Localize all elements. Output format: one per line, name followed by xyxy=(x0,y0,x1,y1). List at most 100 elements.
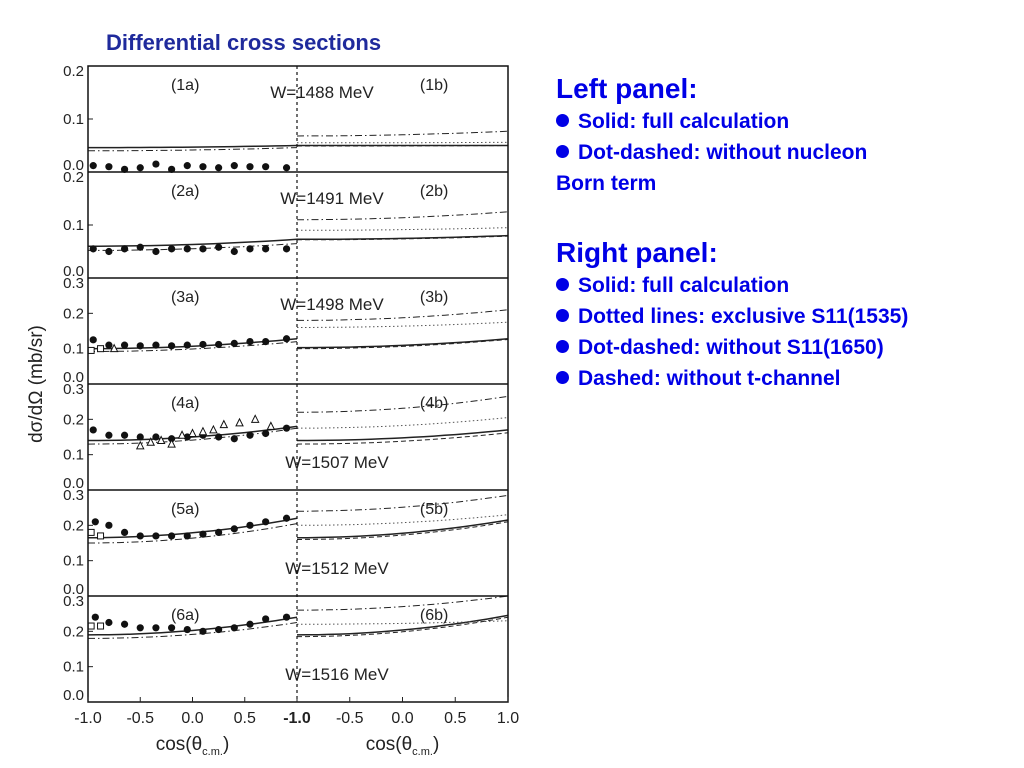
bullet-icon xyxy=(556,145,569,158)
data-point-filled xyxy=(230,624,238,632)
data-point-filled xyxy=(199,163,207,171)
right-dotted-curve xyxy=(297,141,509,144)
cross-section-figure: 0.0 0.1 0.2 (1a) (1b) W=1488 MeV 0.0 0.1 0.2 (2a)… xyxy=(26,63,519,758)
legend-item-left-solid: Solid: full calculation xyxy=(556,106,867,137)
data-point-filled xyxy=(246,521,254,529)
panel-label-a: (4a) xyxy=(171,395,199,412)
panel-label-a: (1a) xyxy=(171,77,199,94)
legend-item-label: Dotted lines: exclusive S11(1535) xyxy=(578,305,909,328)
y-tick-label: 0.2 xyxy=(63,411,84,428)
plot-frame xyxy=(87,65,509,703)
right-dashdot-curve xyxy=(296,130,509,137)
data-point-filled xyxy=(105,521,113,529)
y-tick-label: 0.2 xyxy=(63,305,84,322)
data-point-filled xyxy=(152,433,160,441)
data-point-open-triangle xyxy=(109,343,119,353)
data-point-open-triangle xyxy=(177,430,187,439)
right-dotted-curve xyxy=(297,321,509,328)
panel-label-a: (3a) xyxy=(171,289,199,306)
right-solid-curve xyxy=(297,429,509,442)
data-point-filled xyxy=(168,165,176,173)
y-tick-label: 0.1 xyxy=(63,111,84,128)
legend-item-label: Dashed: without t-channel xyxy=(578,367,841,390)
data-point-filled xyxy=(282,613,291,621)
legend-item-label: Dot-dashed: without nucleon xyxy=(578,141,868,164)
data-point-filled xyxy=(262,615,270,623)
data-point-filled xyxy=(246,431,254,439)
data-point-filled xyxy=(215,625,223,634)
x-tick-label-left: 0.0 xyxy=(181,710,203,727)
legend-item-left-dashdot: Dot-dashed: without nucleon xyxy=(556,137,867,168)
data-point-filled xyxy=(105,247,113,256)
y-tick-label: 0.2 xyxy=(63,169,84,186)
data-point-filled xyxy=(120,245,129,253)
data-point-filled xyxy=(136,433,144,441)
data-point-open-square xyxy=(87,528,95,536)
y-tick-label: 0.1 xyxy=(63,553,84,570)
data-point-open-triangle xyxy=(219,419,229,429)
energy-label: W=1512 MeV xyxy=(285,559,389,578)
panel-label-b: (2b) xyxy=(420,183,448,200)
x-tick-label-right: -0.5 xyxy=(336,710,364,727)
bullet-icon xyxy=(556,278,569,291)
y-tick-label: 0.0 xyxy=(63,263,84,280)
data-point-filled xyxy=(215,340,223,349)
slide-title: Differential cross sections xyxy=(106,30,382,55)
data-point-filled xyxy=(282,514,291,522)
data-point-filled xyxy=(230,339,238,347)
data-point-filled xyxy=(199,340,207,349)
right-dotted-curve xyxy=(297,514,509,526)
left-panel-legend: Left panel: Solid: full calculation Dot-… xyxy=(556,72,867,199)
data-point-filled xyxy=(105,431,113,439)
data-point-filled xyxy=(262,338,270,346)
data-point-filled xyxy=(168,435,176,443)
y-tick-label: 0.2 xyxy=(63,623,84,640)
data-point-filled xyxy=(136,532,144,540)
right-solid-curve xyxy=(297,519,509,539)
data-point-filled xyxy=(183,245,191,253)
data-point-filled xyxy=(215,433,223,441)
data-point-filled xyxy=(105,163,113,171)
y-tick-label: 0.0 xyxy=(63,369,84,386)
right-dashed-curve xyxy=(296,432,509,445)
data-point-filled xyxy=(105,341,113,349)
data-point-open-square xyxy=(97,622,105,630)
data-point-filled xyxy=(262,518,270,526)
data-point-filled xyxy=(105,618,113,627)
y-tick-label: 0.1 xyxy=(63,659,84,676)
y-tick-label: 0.3 xyxy=(63,275,84,292)
data-point-filled xyxy=(120,528,129,537)
right-dotted-curve xyxy=(296,417,509,429)
panel-label-b: (1b) xyxy=(420,77,448,94)
data-point-filled xyxy=(246,245,254,253)
right-dashed-curve xyxy=(297,145,509,147)
y-tick-label: 0.0 xyxy=(63,475,84,492)
data-point-filled xyxy=(89,336,97,344)
x-axis-title-close: ) xyxy=(223,734,229,755)
left-solid-curve xyxy=(88,425,298,442)
y-tick-label: 0.1 xyxy=(63,217,84,234)
data-point-open-triangle xyxy=(235,417,244,427)
y-tick-label: 0.1 xyxy=(63,447,84,464)
data-point-filled xyxy=(152,341,160,349)
panel-label-b: (4b) xyxy=(420,395,448,412)
left-solid-curve xyxy=(88,144,298,149)
data-point-filled xyxy=(89,245,97,253)
data-point-filled xyxy=(152,624,160,632)
y-tick-label: 0.3 xyxy=(63,487,84,504)
bullet-icon xyxy=(556,340,569,353)
x-tick-label-left: -0.5 xyxy=(126,710,154,727)
bullet-icon xyxy=(556,309,569,322)
data-point-filled xyxy=(120,431,129,439)
data-point-filled xyxy=(183,162,191,170)
energy-label: W=1507 MeV xyxy=(285,453,389,472)
legend-item-label: Solid: full calculation xyxy=(578,110,790,133)
x-tick-label-left: -1.0 xyxy=(74,710,102,727)
data-point-filled xyxy=(183,341,191,349)
data-point-filled xyxy=(120,620,129,628)
panel-label-a: (6a) xyxy=(171,607,199,624)
left-dashdot-curve xyxy=(88,523,298,544)
right-dashdot-curve xyxy=(297,494,509,512)
data-point-filled xyxy=(136,243,144,251)
energy-label: W=1498 MeV xyxy=(280,295,384,314)
